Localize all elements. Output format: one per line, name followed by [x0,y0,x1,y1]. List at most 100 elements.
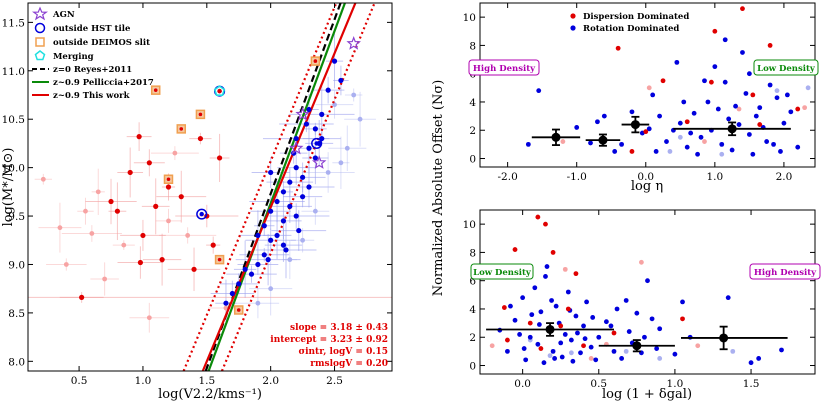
rotation-point [293,165,299,171]
rotation-dominated-point [614,306,620,312]
rotation-dominated-point [608,323,614,329]
rotation-dominated-point [779,347,784,353]
rotation-dominated-point [649,316,655,322]
rotation_faint-point [344,145,350,151]
rotation-dominated-point [584,299,589,305]
rotation-dominated-point [746,132,752,137]
x-tick-label: 0.5 [71,375,88,387]
y-tick-label: 2 [469,125,476,137]
y-tick-label: 4 [469,97,476,109]
dispersion-dominated-point [680,316,685,322]
rotation_faint-point [332,102,337,108]
rotation-point [255,232,261,239]
outside-hst-point [199,211,204,217]
rotation-dominated-point [725,295,731,301]
dispersion-point [216,155,223,161]
rotation-dominated-point [634,310,640,316]
rotation-dominated-point [681,99,687,105]
rotation-dominated-point [657,113,662,119]
x-tick-label: 2.5 [326,375,343,387]
rotation-dominated-point [619,141,624,147]
dispersion-legend-marker [570,13,576,19]
legend-reyes: z=0 Reyes+2011 [53,65,132,75]
dispersion-point [136,134,142,140]
rotation-dominated-point [729,147,735,153]
rotation-dominated-point [705,99,711,105]
dispersion_faint-point [89,231,95,236]
rotation-dominated-point [733,103,738,109]
dispersion-dominated-point [611,330,617,336]
x-tick-label: 1.0 [135,375,152,387]
high-density-box-bottom [749,263,821,280]
x-tick-label: 1.0 [706,171,723,183]
merging-point [217,88,222,94]
rotation-dominated-point [562,332,568,337]
bin-point [632,341,642,351]
rotation-dominated-point [677,120,683,126]
dispersion-dominated-point [757,122,763,127]
rotation-dominated-point [778,149,783,154]
rotation-dominated-point [520,295,526,301]
agn-marker [288,140,304,155]
rotation-dominated-point [743,91,749,96]
rotation-dominated-point [544,264,550,269]
rotation-dominated-point [698,134,704,140]
rotation-dominated-point [623,298,629,303]
rotation-point [265,257,271,263]
rotation-dominated-point [657,326,663,332]
outside-deimos-point [166,177,171,182]
rotation-dominated-point [588,344,594,350]
pelliccia-fit-line [207,3,346,371]
dispersion-dominated-point [740,6,745,12]
high-density-label-top: High Density [473,64,536,74]
rotation-dominated-point [653,149,659,154]
rotation-dominated-point [573,313,579,319]
dispersion-faint-point [702,139,707,144]
rotation-dominated-point [702,78,707,84]
rotation-dominated-point [674,59,680,65]
x-axis-label-left: log(V2.2/kms⁻¹) [158,387,262,402]
x-axis-label-top-right: log η [631,179,663,194]
outside-deimos-point [313,59,318,63]
dispersion-faint-point [489,343,495,349]
dispersion-dominated-point [501,305,507,310]
rotation-dominated-point [795,144,801,150]
rotation-dominated-point [601,113,607,119]
rotation-faint-point [657,356,663,361]
y-tick-label: 8 [469,247,476,259]
y-tick-label: 10.5 [2,114,25,126]
rotation-faint-point [547,353,553,359]
rotation-dominated-point [508,303,513,309]
rotation-point [319,111,325,117]
bin-point [551,132,561,142]
rotation-dominated-point [788,109,794,115]
rotation-dominated-point [536,322,542,327]
rotation-dominated-point [695,151,700,157]
dispersion_faint-point [166,218,171,224]
rotation-dominated-point [672,351,678,357]
rotation-dominated-point [559,354,565,360]
dispersion_faint-point [185,233,191,238]
dispersion-point [127,169,133,176]
dispersion_faint-point [146,315,152,321]
agn-marker [311,155,327,169]
dispersion-dominated-point [543,221,548,227]
dispersion-point [140,232,146,239]
dispersion-faint-point [802,105,808,111]
y-tick-label: 10 [463,12,476,24]
rotation-point [229,290,235,297]
rotation-point [268,237,274,243]
dispersion-dominated-point [538,346,544,351]
dispersion-dominated-point [581,343,586,349]
dispersion-dominated-point [558,323,564,329]
agn-marker [346,36,361,50]
rotation-dominated-point [726,116,732,122]
dispersion-dominated-point [565,306,571,312]
rotation-point [274,198,280,205]
rotation-point [331,58,338,64]
x-tick-label: 2.0 [776,171,793,183]
dispersion-point [114,208,121,214]
rotation-point [283,247,289,253]
y-tick-label: 8.0 [8,356,25,368]
rotation-dominated-point [664,139,669,144]
